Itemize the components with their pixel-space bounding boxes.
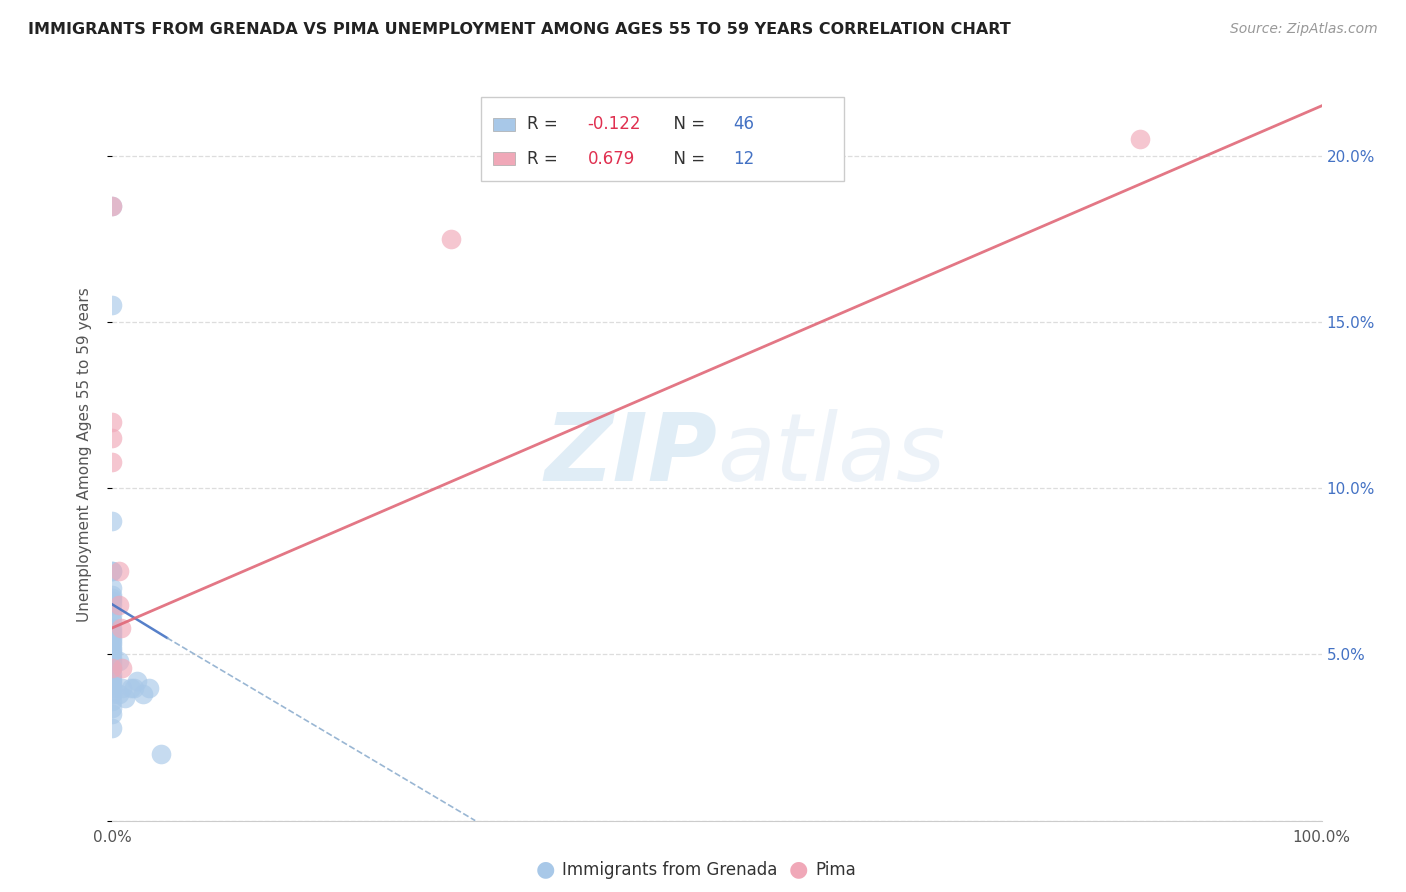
Point: [101, 198, 124, 212]
Point: [101, 650, 124, 665]
Point: [101, 640, 124, 655]
Text: N =: N =: [662, 115, 710, 133]
Point: [101, 677, 124, 691]
Text: Immigrants from Grenada: Immigrants from Grenada: [562, 861, 778, 879]
Point: [101, 591, 124, 605]
Point: [101, 634, 124, 648]
Text: 12: 12: [733, 150, 754, 168]
Point: [101, 624, 124, 639]
Point: [111, 661, 134, 675]
Text: Source: ZipAtlas.com: Source: ZipAtlas.com: [1230, 22, 1378, 37]
Point: [101, 667, 124, 681]
Point: [101, 694, 124, 708]
Text: R =: R =: [527, 150, 564, 168]
Text: -0.122: -0.122: [588, 115, 641, 133]
Point: [107, 654, 129, 668]
Point: [101, 604, 124, 618]
Point: [101, 661, 124, 675]
Point: [114, 690, 136, 705]
Text: N =: N =: [662, 150, 710, 168]
Point: [101, 637, 124, 651]
Bar: [494, 118, 515, 131]
Point: [101, 631, 124, 645]
Point: [101, 707, 124, 722]
Point: [110, 621, 132, 635]
Point: [125, 673, 148, 688]
Text: 0.679: 0.679: [588, 150, 636, 168]
Point: [101, 681, 124, 695]
Point: [101, 594, 124, 608]
Text: ●: ●: [789, 860, 808, 880]
Point: [101, 644, 124, 658]
FancyBboxPatch shape: [481, 96, 844, 180]
Point: [101, 614, 124, 628]
Point: [101, 454, 124, 468]
Point: [132, 687, 155, 701]
Point: [107, 598, 129, 612]
Point: [101, 598, 124, 612]
Point: [101, 298, 124, 312]
Point: [101, 648, 124, 662]
Point: [101, 607, 124, 622]
Text: atlas: atlas: [717, 409, 945, 500]
Point: [107, 564, 129, 578]
Point: [101, 671, 124, 685]
Point: [101, 621, 124, 635]
Point: [101, 657, 124, 672]
Point: [101, 515, 124, 529]
Point: [101, 415, 124, 429]
Point: [149, 747, 172, 761]
Text: ZIP: ZIP: [544, 409, 717, 501]
Point: [101, 700, 124, 714]
Point: [1129, 132, 1152, 146]
Point: [101, 581, 124, 595]
Point: [101, 673, 124, 688]
Point: [111, 681, 134, 695]
Point: [101, 564, 124, 578]
Bar: [494, 153, 515, 165]
Text: IMMIGRANTS FROM GRENADA VS PIMA UNEMPLOYMENT AMONG AGES 55 TO 59 YEARS CORRELATI: IMMIGRANTS FROM GRENADA VS PIMA UNEMPLOY…: [28, 22, 1011, 37]
Point: [138, 681, 160, 695]
Point: [101, 661, 124, 675]
Point: [101, 627, 124, 641]
Text: Pima: Pima: [815, 861, 856, 879]
Point: [120, 681, 142, 695]
Y-axis label: Unemployment Among Ages 55 to 59 years: Unemployment Among Ages 55 to 59 years: [77, 287, 91, 623]
Point: [440, 232, 463, 246]
Point: [101, 721, 124, 735]
Text: R =: R =: [527, 115, 564, 133]
Point: [107, 687, 129, 701]
Point: [101, 687, 124, 701]
Point: [101, 588, 124, 602]
Point: [101, 564, 124, 578]
Point: [122, 681, 145, 695]
Text: 46: 46: [733, 115, 754, 133]
Point: [101, 431, 124, 445]
Text: ●: ●: [536, 860, 555, 880]
Point: [101, 198, 124, 212]
Point: [101, 654, 124, 668]
